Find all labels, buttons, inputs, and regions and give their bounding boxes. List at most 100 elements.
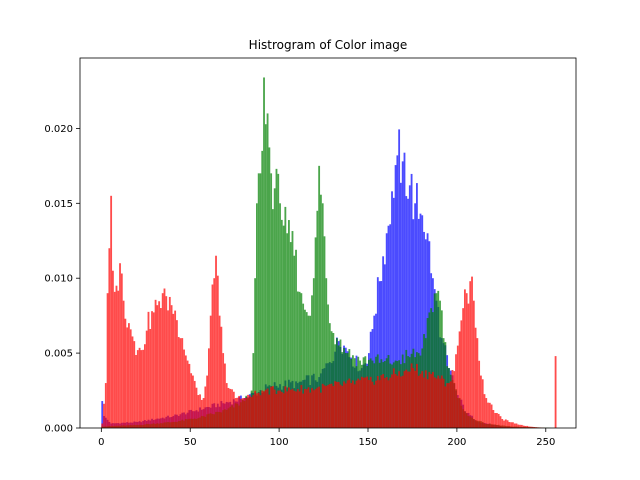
histogram-bar bbox=[398, 371, 401, 428]
histogram-bar bbox=[144, 344, 146, 428]
histogram-bar bbox=[408, 185, 411, 428]
histogram-bar bbox=[513, 423, 516, 428]
histogram-bar bbox=[272, 386, 274, 428]
histogram-bar bbox=[376, 376, 379, 428]
x-tick-label: 100 bbox=[270, 437, 289, 448]
histogram-bar bbox=[149, 328, 152, 428]
histogram-bar bbox=[343, 381, 345, 428]
histogram-bar bbox=[282, 393, 285, 428]
histogram-bar bbox=[435, 293, 438, 428]
histogram-bar bbox=[168, 296, 171, 428]
histogram-bar bbox=[501, 419, 504, 428]
histogram-bar bbox=[494, 413, 497, 428]
histogram-bar bbox=[300, 385, 303, 428]
histogram-bar bbox=[245, 397, 248, 428]
histogram-bar bbox=[497, 413, 500, 428]
histogram-bar bbox=[280, 391, 283, 428]
histogram-bars bbox=[101, 77, 557, 429]
histogram-bar bbox=[385, 233, 388, 428]
histogram-bar bbox=[423, 377, 425, 428]
histogram-bar bbox=[444, 386, 447, 428]
histogram-bar bbox=[104, 383, 107, 428]
histogram-bar bbox=[316, 210, 319, 428]
histogram-bar bbox=[101, 401, 104, 428]
histogram-bar bbox=[305, 312, 308, 428]
histogram-bar bbox=[275, 168, 278, 429]
histogram-bar bbox=[247, 394, 249, 428]
histogram-bar bbox=[225, 383, 228, 428]
histogram-bar bbox=[389, 224, 392, 428]
histogram-bar bbox=[446, 383, 449, 428]
histogram-bar bbox=[264, 389, 267, 428]
histogram-bar bbox=[124, 318, 127, 428]
histogram-bar bbox=[300, 293, 303, 428]
histogram-bar bbox=[261, 390, 264, 428]
y-tick-label: 0.010 bbox=[44, 274, 73, 285]
histogram-bar bbox=[474, 327, 477, 428]
histogram-bar bbox=[298, 291, 301, 428]
histogram-bar bbox=[312, 278, 315, 428]
histogram-bar bbox=[117, 290, 120, 428]
histogram-bar bbox=[426, 318, 429, 428]
histogram-bar bbox=[472, 300, 475, 428]
histogram-bar bbox=[309, 392, 312, 428]
histogram-bar bbox=[257, 173, 260, 428]
histogram-bar bbox=[291, 231, 294, 428]
histogram-bar bbox=[483, 394, 486, 428]
histogram-bar bbox=[200, 399, 203, 428]
histogram-bar bbox=[232, 391, 235, 428]
histogram-bar bbox=[428, 312, 431, 428]
histogram-bar bbox=[273, 389, 276, 428]
histogram-bar bbox=[256, 203, 258, 428]
histogram-bar bbox=[177, 337, 180, 428]
histogram-bar bbox=[261, 150, 264, 428]
histogram-bar bbox=[277, 390, 280, 428]
histogram-bar bbox=[440, 375, 443, 428]
histogram-bar bbox=[113, 291, 116, 428]
histogram-bar bbox=[186, 360, 189, 428]
histogram-bar bbox=[488, 402, 491, 428]
histogram-bar bbox=[327, 304, 329, 428]
histogram-bar bbox=[188, 363, 191, 428]
y-tick-label: 0.000 bbox=[44, 424, 73, 435]
histogram-bar bbox=[231, 389, 233, 428]
histogram-bar bbox=[448, 383, 450, 428]
histogram-bar bbox=[280, 219, 283, 428]
histogram-bar bbox=[131, 336, 134, 428]
histogram-bar bbox=[373, 384, 376, 428]
histogram-bar bbox=[259, 173, 262, 428]
histogram-bar bbox=[133, 341, 136, 428]
histogram-bar bbox=[145, 330, 148, 428]
y-tick-label: 0.015 bbox=[44, 199, 73, 210]
histogram-bar bbox=[208, 348, 210, 428]
histogram-bar bbox=[192, 375, 194, 428]
histogram-bar bbox=[257, 392, 260, 428]
histogram-bar bbox=[272, 209, 274, 428]
histogram-bar bbox=[307, 387, 310, 428]
histogram-bar bbox=[268, 147, 271, 428]
histogram-bar bbox=[256, 393, 258, 428]
histogram-bar bbox=[328, 384, 331, 428]
histogram-bar bbox=[263, 77, 265, 428]
histogram-bar bbox=[243, 398, 246, 428]
histogram-bar bbox=[174, 310, 177, 428]
histogram-bar bbox=[417, 375, 420, 428]
histogram-bar bbox=[387, 380, 390, 428]
plot-frame bbox=[79, 57, 577, 429]
histogram-bar bbox=[487, 402, 489, 428]
histogram-bar bbox=[298, 391, 301, 428]
histogram-bar bbox=[213, 278, 216, 428]
histogram-bar bbox=[293, 390, 296, 428]
histogram-bar bbox=[392, 197, 395, 428]
histogram-bar bbox=[387, 225, 390, 428]
histogram-bar bbox=[437, 375, 440, 428]
histogram-bar bbox=[286, 233, 289, 428]
histogram-bar bbox=[296, 291, 299, 428]
histogram-bar bbox=[433, 377, 436, 428]
histogram-bar bbox=[330, 383, 333, 428]
histogram-bar bbox=[380, 375, 383, 428]
histogram-bar bbox=[421, 215, 424, 428]
histogram-bar bbox=[293, 255, 296, 428]
histogram-bar bbox=[176, 320, 178, 428]
histogram-bar bbox=[371, 381, 374, 428]
